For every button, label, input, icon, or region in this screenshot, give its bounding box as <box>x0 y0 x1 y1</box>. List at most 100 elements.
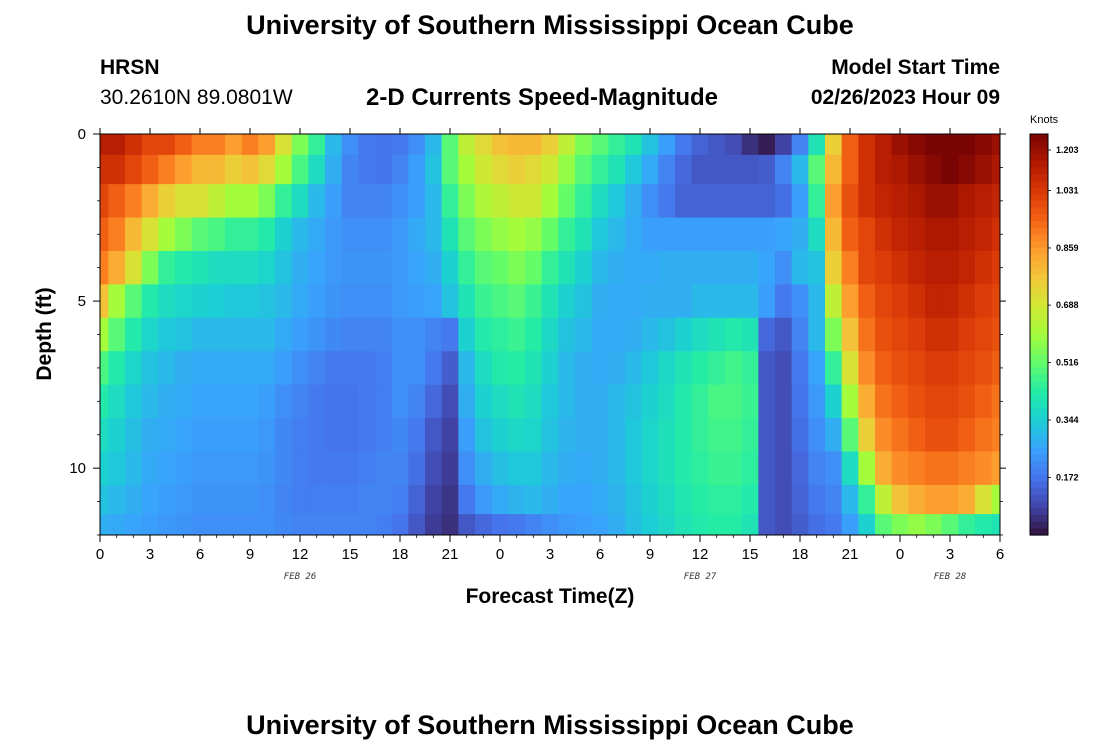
heatmap-cell <box>508 317 526 352</box>
heatmap-cell <box>325 250 343 285</box>
heatmap-cell <box>758 451 776 486</box>
heatmap-cell <box>125 250 143 285</box>
heatmap-cell <box>958 484 976 515</box>
heatmap-cell <box>275 284 293 319</box>
heatmap-cell <box>391 384 409 419</box>
heatmap-cell <box>608 284 626 319</box>
heatmap-cell <box>275 184 293 219</box>
heatmap-cell <box>175 284 193 319</box>
heatmap-cell <box>691 184 709 219</box>
heatmap-cell <box>625 250 643 285</box>
heatmap-cell <box>558 418 576 453</box>
colorbar-segment <box>1030 240 1048 249</box>
heatmap-cell <box>858 184 876 219</box>
heatmap-cell <box>441 514 459 535</box>
colorbar-segment <box>1030 247 1048 255</box>
heatmap-cell <box>458 217 476 252</box>
heatmap-cell <box>975 317 993 352</box>
heatmap-cell <box>208 351 226 386</box>
heatmap-cell <box>725 154 743 185</box>
heatmap-cell <box>875 317 893 352</box>
heatmap-cell <box>808 418 826 453</box>
heatmap-cell <box>125 514 143 535</box>
colorbar-segment <box>1030 274 1048 282</box>
heatmap-cell <box>325 284 343 319</box>
colorbar-segment <box>1030 227 1048 235</box>
heatmap-cell <box>225 317 243 352</box>
x-tick-label: 6 <box>596 546 604 563</box>
heatmap-cell <box>341 184 359 219</box>
date-label: FEB 28 <box>934 572 967 582</box>
heatmap-cell <box>241 514 259 535</box>
heatmap-cell <box>825 250 843 285</box>
heatmap-cell <box>625 134 643 156</box>
heatmap-cell <box>791 418 809 453</box>
heatmap-cell <box>691 317 709 352</box>
heatmap-cell <box>941 484 959 515</box>
colorbar-segment <box>1030 254 1048 262</box>
heatmap-cell <box>741 384 759 419</box>
heatmap-cell <box>158 484 176 515</box>
heatmap-cell <box>508 134 526 156</box>
heatmap-cell <box>691 134 709 156</box>
heatmap-cell <box>175 451 193 486</box>
heatmap-cell <box>608 184 626 219</box>
heatmap-cell <box>708 451 726 486</box>
heatmap-cell <box>841 418 859 453</box>
heatmap-cell <box>225 514 243 535</box>
heatmap-cell <box>641 418 659 453</box>
heatmap-cell <box>708 351 726 386</box>
x-tick-label: 9 <box>246 546 254 563</box>
heatmap-cell <box>791 284 809 319</box>
heatmap-cell <box>591 351 609 386</box>
heatmap-cell <box>675 217 693 252</box>
heatmap-cells <box>100 134 1000 535</box>
colorbar-segment <box>1030 494 1048 503</box>
heatmap-cell <box>141 484 159 515</box>
colorbar-segment <box>1030 468 1048 476</box>
x-axis: 0 3 6 9 12 15 18 21 0 3 6 9 12 15 18 21 0 3 6 FEB 26 FEB 27 F… <box>96 128 1004 582</box>
heatmap-cell <box>441 154 459 185</box>
heatmap-cell <box>958 351 976 386</box>
heatmap-cell <box>675 250 693 285</box>
heatmap-cell <box>225 217 243 252</box>
heatmap-cell <box>541 217 559 252</box>
heatmap-cell <box>375 418 393 453</box>
colorbar: 1.203 1.031 0.859 0.688 0.516 0.344 0.172 <box>1029 133 1079 536</box>
heatmap-cell <box>808 250 826 285</box>
heatmap-cell <box>925 154 943 185</box>
heatmap-cell <box>808 134 826 156</box>
heatmap-cell <box>125 351 143 386</box>
heatmap-cell <box>741 484 759 515</box>
heatmap-cell <box>175 154 193 185</box>
colorbar-frame <box>1029 133 1049 536</box>
heatmap-cell <box>341 418 359 453</box>
heatmap-cell <box>525 418 543 453</box>
heatmap-cell <box>908 351 926 386</box>
heatmap-cell <box>725 284 743 319</box>
heatmap-cell <box>825 134 843 156</box>
heatmap-cell <box>641 154 659 185</box>
heatmap-cell <box>941 217 959 252</box>
heatmap-cell <box>858 317 876 352</box>
heatmap-cell <box>491 184 509 219</box>
heatmap-cell <box>825 217 843 252</box>
heatmap-cell <box>775 484 793 515</box>
heatmap-cell <box>100 217 109 252</box>
heatmap-cell <box>541 134 559 156</box>
colorbar-segment <box>1030 481 1048 489</box>
heatmap-cell <box>558 514 576 535</box>
heatmap-cell <box>125 451 143 486</box>
heatmap-cell <box>108 317 126 352</box>
heatmap-cell <box>975 217 993 252</box>
colorbar-segment <box>1030 408 1048 416</box>
colorbar-segment <box>1030 528 1048 536</box>
heatmap-cell <box>141 217 159 252</box>
heatmap-cell <box>641 451 659 486</box>
heatmap-cell <box>441 451 459 486</box>
heatmap-cell <box>558 134 576 156</box>
heatmap-cell <box>175 217 193 252</box>
heatmap-cell <box>908 451 926 486</box>
colorbar-segment <box>1030 354 1048 362</box>
heatmap-cell <box>525 217 543 252</box>
